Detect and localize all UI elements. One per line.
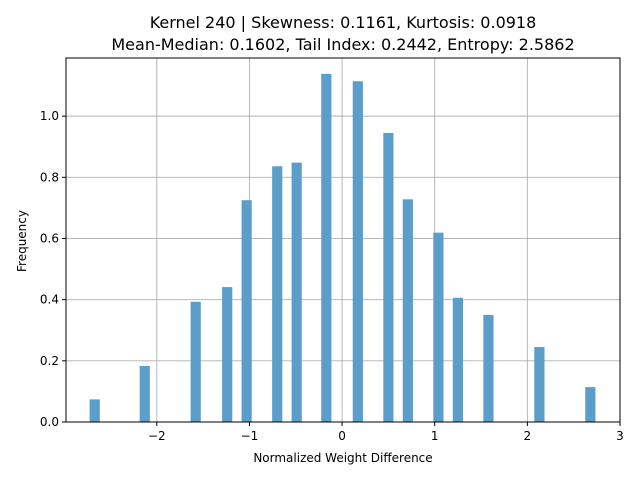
y-tick-label: 0.2 <box>40 354 59 368</box>
histogram-bar <box>241 200 252 422</box>
histogram-bar <box>585 387 596 422</box>
x-tick-label: 2 <box>524 429 532 443</box>
histogram-bar <box>139 366 150 422</box>
bars <box>89 73 596 423</box>
histogram-bar <box>89 399 100 422</box>
y-tick-label: 0.6 <box>40 231 59 245</box>
y-tick-label: 0.8 <box>40 170 59 184</box>
histogram-bar <box>291 162 302 423</box>
y-axis-label: Frequency <box>15 210 29 272</box>
axes: −2 −1 0 1 2 3 0.0 0.2 0.4 0.6 0.8 1.0 <box>40 57 624 443</box>
x-axis-label: Normalized Weight Difference <box>253 451 432 465</box>
histogram-bar <box>402 199 413 422</box>
chart-title-line-1: Kernel 240 | Skewness: 0.1161, Kurtosis:… <box>150 13 537 32</box>
histogram-bar <box>433 232 444 422</box>
histogram-bar <box>383 132 394 423</box>
x-tick-label: 0 <box>338 429 346 443</box>
x-tick-label: 3 <box>616 429 624 443</box>
x-tick-label: −2 <box>148 429 166 443</box>
histogram-bar <box>483 314 494 422</box>
histogram-bar <box>352 81 363 422</box>
x-tick-label: −1 <box>241 429 259 443</box>
histogram-bar <box>321 73 332 422</box>
histogram-bar <box>222 287 233 422</box>
y-tick-label: 1.0 <box>40 109 59 123</box>
histogram-bar <box>452 297 463 422</box>
x-tick-label: 1 <box>431 429 439 443</box>
plot-frame <box>65 57 621 423</box>
histogram-bar <box>534 347 545 422</box>
histogram-bar <box>190 301 201 422</box>
chart-title-line-2: Mean-Median: 0.1602, Tail Index: 0.2442,… <box>111 35 574 54</box>
y-tick-label: 0.4 <box>40 293 59 307</box>
y-tick-label: 0.0 <box>40 415 59 429</box>
histogram-bar <box>272 166 283 422</box>
